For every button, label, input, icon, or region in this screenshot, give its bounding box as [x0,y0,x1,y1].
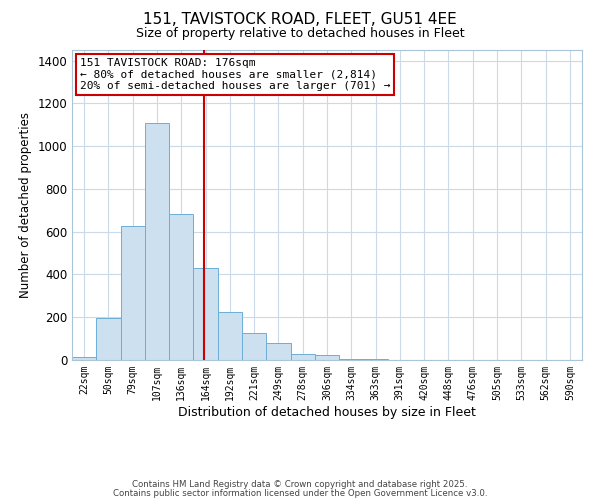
Text: Size of property relative to detached houses in Fleet: Size of property relative to detached ho… [136,28,464,40]
Text: 151 TAVISTOCK ROAD: 176sqm
← 80% of detached houses are smaller (2,814)
20% of s: 151 TAVISTOCK ROAD: 176sqm ← 80% of deta… [80,58,390,91]
Bar [145,122,169,360]
Bar [339,359,364,360]
Y-axis label: Number of detached properties: Number of detached properties [19,112,32,298]
Text: Contains HM Land Registry data © Crown copyright and database right 2025.: Contains HM Land Registry data © Crown c… [132,480,468,489]
Bar [121,226,145,360]
Bar [193,268,218,360]
Text: 151, TAVISTOCK ROAD, FLEET, GU51 4EE: 151, TAVISTOCK ROAD, FLEET, GU51 4EE [143,12,457,28]
Bar [290,354,315,360]
Bar [315,354,339,360]
Bar [218,312,242,360]
Bar [266,343,290,360]
Bar [169,214,193,360]
Bar [96,318,121,360]
Text: Contains public sector information licensed under the Open Government Licence v3: Contains public sector information licen… [113,488,487,498]
X-axis label: Distribution of detached houses by size in Fleet: Distribution of detached houses by size … [178,406,476,418]
Bar [242,334,266,360]
Bar [72,357,96,360]
